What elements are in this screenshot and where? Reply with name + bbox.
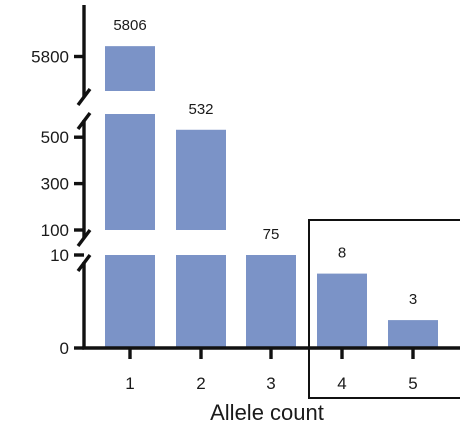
- bar-2-seg2: [176, 129, 226, 230]
- axes-group: 0 10 100 300 500 5800 1 2 3 4 5: [31, 5, 460, 399]
- data-label-3: 75: [263, 226, 280, 243]
- data-label-1: 5806: [113, 17, 146, 34]
- axis-break-mark: [76, 253, 92, 273]
- data-label-2: 532: [188, 101, 213, 118]
- x-tick-label-4: 4: [337, 374, 346, 393]
- bar-2-seg1: [176, 255, 226, 348]
- x-tick-label-3: 3: [266, 374, 275, 393]
- y-tick-label-5800: 5800: [31, 48, 69, 67]
- bar-3-seg1: [246, 255, 296, 348]
- highlight-box: [308, 219, 460, 399]
- labels-group: 5806 532 75 8 3: [113, 17, 417, 308]
- x-axis-title: Allele count: [210, 400, 324, 424]
- x-tick-label-1: 1: [125, 374, 134, 393]
- x-tick-label-2: 2: [196, 374, 205, 393]
- axis-break-mark: [76, 111, 92, 131]
- y-tick-label-300: 300: [41, 175, 69, 194]
- axis-break-mark: [76, 228, 92, 248]
- x-tick-label-5: 5: [408, 374, 417, 393]
- y-tick-label-10: 10: [50, 246, 69, 265]
- y-tick-label-100: 100: [41, 221, 69, 240]
- bar-1-seg2: [105, 114, 155, 230]
- data-label-5: 3: [409, 291, 417, 308]
- bar-5-seg1: [388, 320, 438, 348]
- data-label-4: 8: [338, 245, 346, 262]
- bar-1-seg3: [105, 46, 155, 91]
- y-tick-label-500: 500: [41, 128, 69, 147]
- bars-group: [105, 46, 438, 348]
- y-tick-label-0: 0: [60, 339, 69, 358]
- bar-4-seg1: [317, 273, 367, 348]
- bar-1-seg1: [105, 255, 155, 348]
- axis-break-mark: [76, 87, 92, 107]
